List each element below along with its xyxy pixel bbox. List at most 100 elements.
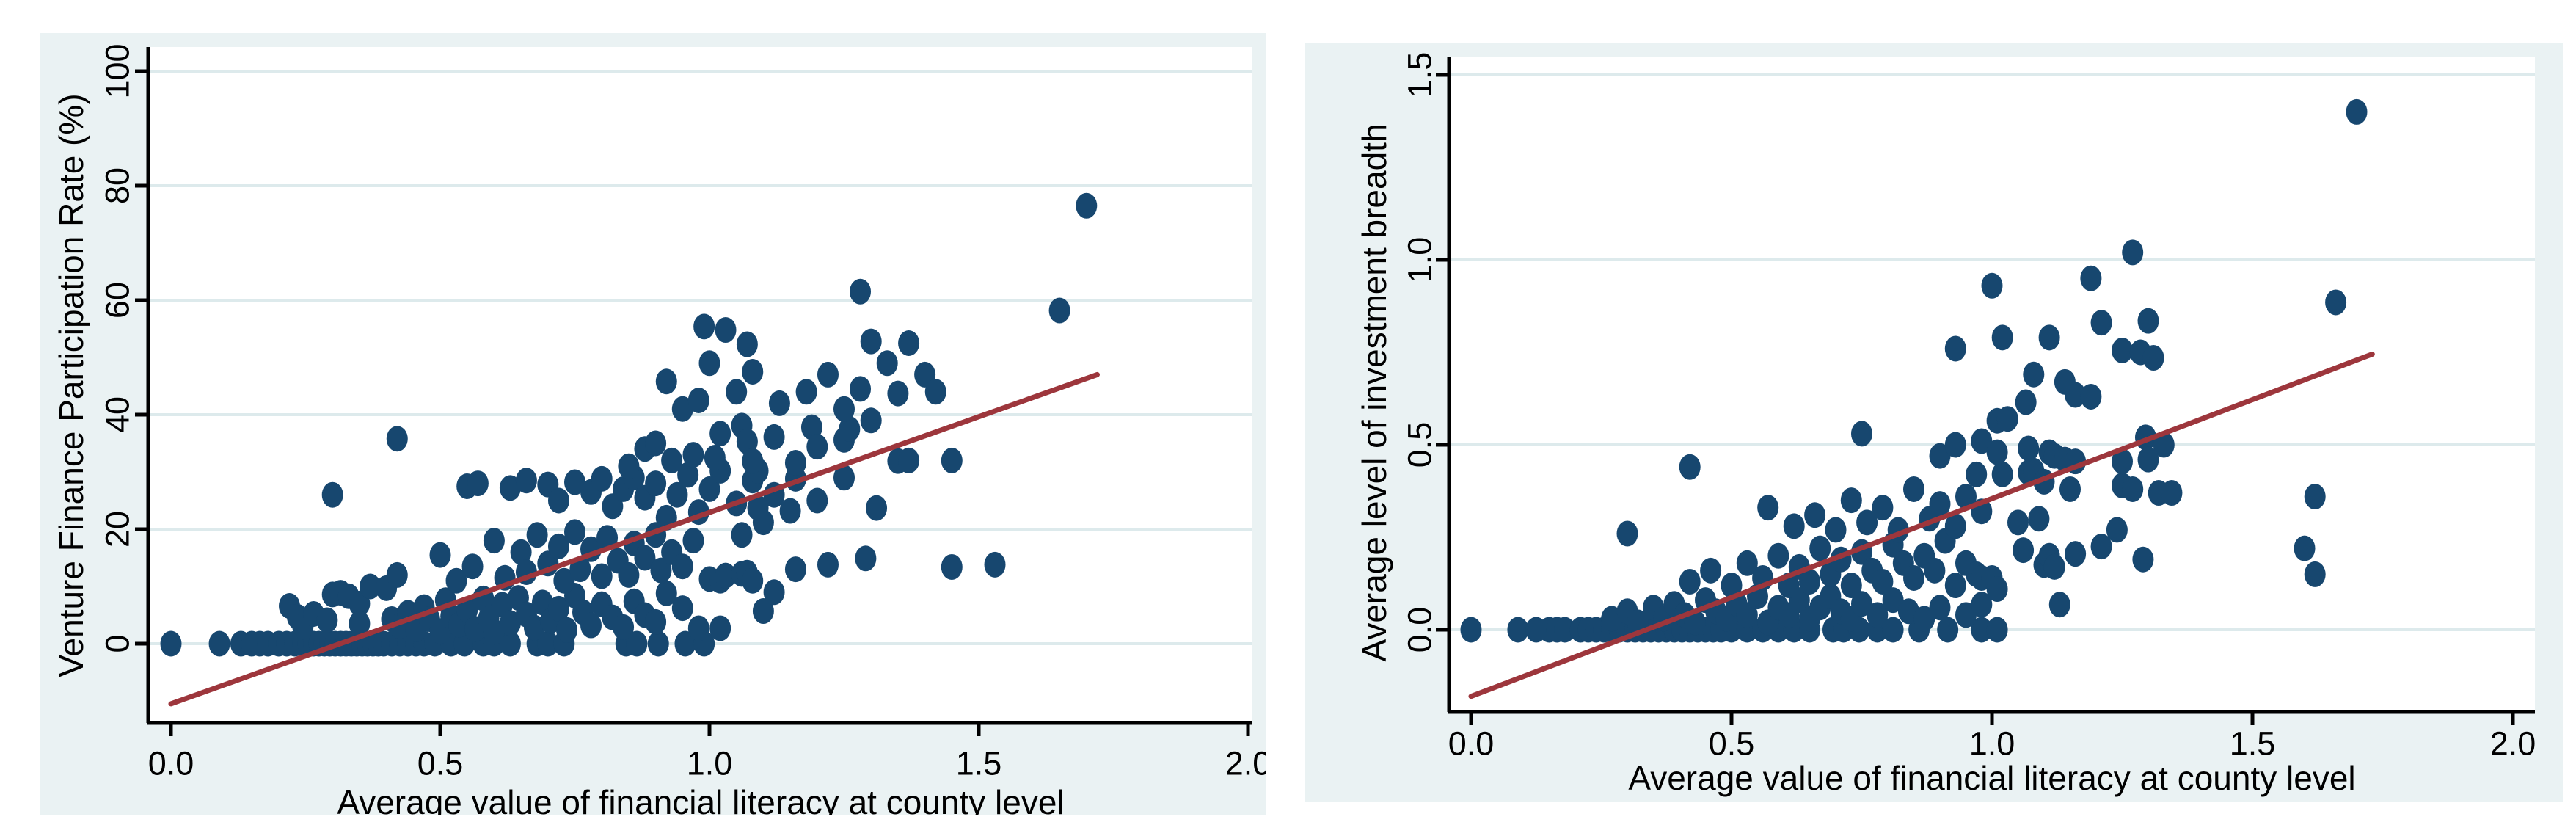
data-point [1955, 602, 1977, 628]
data-point [1048, 297, 1070, 324]
data-point [1840, 573, 1862, 599]
data-point [537, 630, 559, 657]
y-tick-label: 1.5 [1401, 52, 1439, 98]
data-point [687, 615, 709, 641]
fit-line [1468, 352, 2375, 699]
data-point [2080, 265, 2102, 291]
data-point [666, 481, 688, 508]
data-point [655, 368, 677, 395]
data-point [2122, 476, 2144, 502]
data-point [1736, 602, 1758, 628]
data-point [645, 608, 667, 635]
x-tick-label: 1.5 [956, 745, 1002, 782]
data-point [2065, 382, 2087, 408]
data-point [1903, 476, 1924, 502]
data-point [645, 470, 667, 497]
data-point [671, 396, 693, 422]
data-point [2161, 480, 2183, 506]
data-point [2028, 506, 2050, 532]
data-point [1840, 487, 1862, 514]
data-point [2304, 561, 2326, 587]
data-point [647, 630, 669, 657]
data-point [1986, 576, 2008, 603]
data-point [671, 553, 693, 580]
data-point [526, 522, 548, 548]
data-point [2112, 448, 2133, 475]
data-point [547, 487, 569, 514]
data-point [2137, 308, 2159, 334]
data-point [2013, 537, 2035, 564]
y-tick-label: 0 [99, 634, 136, 653]
data-point [1767, 542, 1789, 569]
data-point [1966, 461, 1988, 487]
data-point [467, 470, 489, 497]
data-point [742, 567, 764, 594]
data-point [316, 607, 338, 633]
data-point [1825, 517, 1847, 543]
data-point [1799, 568, 1820, 595]
data-point [715, 562, 737, 589]
data-point [591, 465, 613, 492]
data-point [321, 481, 343, 508]
data-point [626, 630, 648, 657]
data-point [2059, 476, 2081, 502]
data-point [499, 475, 521, 501]
data-point [613, 614, 635, 640]
data-point [1679, 568, 1701, 595]
data-point [763, 424, 785, 450]
x-tick-label: 1.5 [2230, 725, 2276, 763]
data-point [833, 465, 855, 491]
plot-layer: 0 20 40 60 80 100 0.0 0.5 1.0 1.5 2.0 [99, 43, 1266, 782]
data-point [693, 313, 715, 340]
data-point [1971, 617, 1993, 643]
data-point [456, 597, 478, 623]
data-point [2023, 361, 2045, 388]
x-tick-label: 0.5 [1709, 725, 1755, 763]
data-point [806, 434, 828, 460]
data-point [800, 414, 822, 440]
data-point [1554, 617, 1576, 643]
y-tick-label: 60 [99, 282, 136, 319]
plot-layer: 0.0 0.5 1.0 1.5 0.0 0.5 1.0 1.5 2.0 [1401, 52, 2536, 763]
data-point [687, 388, 709, 413]
data-point [2043, 553, 2065, 580]
data-point [1929, 595, 1951, 621]
data-point [2090, 534, 2112, 560]
data-point [1736, 550, 1758, 576]
data-point [2122, 239, 2144, 266]
y-tick-label: 80 [99, 167, 136, 204]
y-axis-title: Average level of investment breadth [1355, 123, 1393, 661]
data-point [709, 615, 731, 641]
data-point [2325, 289, 2347, 316]
data-point [860, 328, 882, 355]
data-point [1804, 502, 1826, 528]
data-point [876, 350, 898, 377]
fit-line [168, 371, 1100, 707]
x-axis-title: Average value of financial literacy at c… [1628, 759, 2355, 797]
data-point [547, 533, 569, 559]
data-point [499, 610, 521, 636]
data-point [1955, 484, 1977, 510]
data-point [1929, 491, 1951, 517]
data-point [1721, 573, 1743, 599]
data-point [682, 442, 704, 468]
data-point [1783, 513, 1805, 539]
data-point [2038, 324, 2060, 351]
data-point [360, 573, 382, 600]
data-point [752, 598, 774, 625]
x-tick-label: 1.0 [687, 745, 733, 782]
data-point [817, 361, 839, 388]
data-point [645, 430, 667, 457]
data-point [1851, 421, 1872, 447]
data-point [1996, 406, 2018, 432]
data-point [2080, 383, 2102, 410]
data-point [2018, 435, 2040, 462]
data-point [850, 376, 872, 402]
data-point [1981, 272, 2003, 299]
data-point [2112, 337, 2133, 363]
data-point [1937, 617, 1959, 643]
data-point [1944, 513, 1966, 539]
data-point [349, 611, 371, 637]
data-point [1616, 520, 1638, 547]
data-point [887, 380, 909, 407]
